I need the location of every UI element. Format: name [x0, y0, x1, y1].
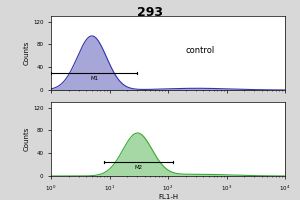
Text: M2: M2 — [134, 165, 142, 170]
Text: M1: M1 — [90, 76, 98, 81]
Text: 293: 293 — [137, 6, 163, 19]
Y-axis label: Counts: Counts — [24, 127, 30, 151]
Text: control: control — [186, 46, 215, 55]
X-axis label: FL1-H: FL1-H — [158, 194, 178, 200]
Y-axis label: Counts: Counts — [24, 41, 30, 65]
